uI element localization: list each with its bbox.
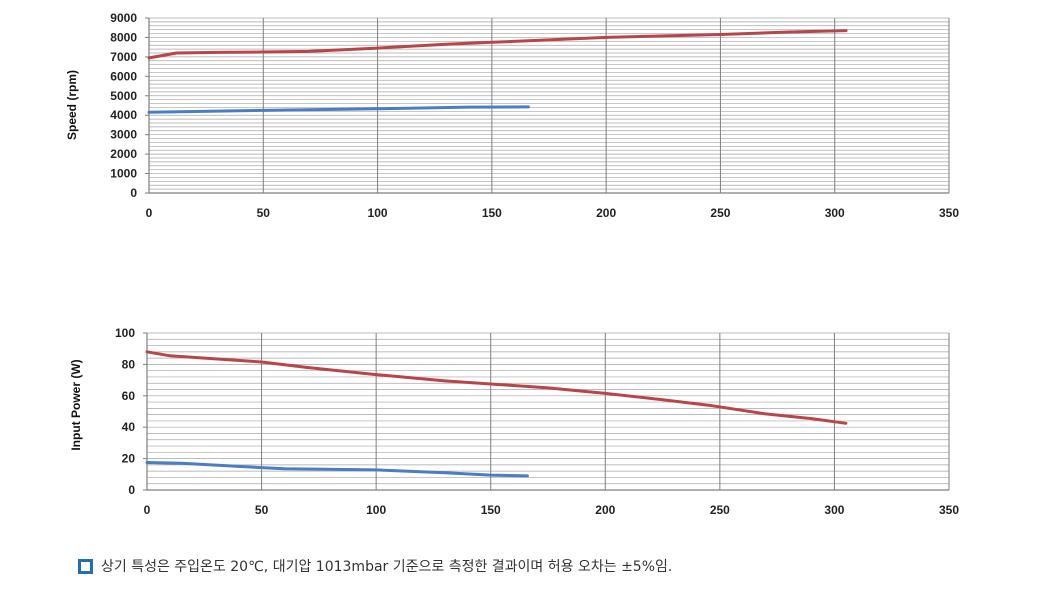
x-tick-label: 100: [368, 206, 388, 220]
footnote-text: 상기 특성은 주입온도 20℃, 대기압 1013mbar 기준으로 측정한 결…: [101, 559, 673, 575]
x-tick-label: 250: [710, 206, 730, 220]
x-tick-label: 50: [255, 503, 269, 517]
plot-area: [147, 333, 949, 490]
y-tick-label: 0: [128, 483, 135, 497]
x-tick-label: 0: [146, 206, 153, 220]
charts-canvas: 0 50 100 150 200 250 300 3500100020003000400050…: [65, 11, 959, 517]
series-line-red: [147, 29, 848, 60]
y-tick-label: 7000: [110, 50, 137, 64]
x-tick-label: 0: [144, 503, 151, 517]
x-tick-label: 100: [366, 503, 386, 517]
x-tick-label: 250: [710, 503, 730, 517]
chart-input-power: 0 50 100 150 200 250 300 350 0 20 40 60 80 100 Input P…: [69, 326, 959, 517]
x-tick-label: 150: [482, 206, 502, 220]
y-tick-label: 40: [122, 420, 136, 434]
series-line-blue: [147, 105, 530, 114]
y-axis-title: Input Power (W): [69, 359, 83, 450]
y-axis-title: Speed (rpm): [65, 70, 79, 140]
series-line-red: [145, 350, 848, 425]
y-tick-label: 20: [122, 452, 136, 466]
y-tick-label: 1000: [110, 167, 137, 181]
y-tick-label: 5000: [110, 89, 137, 103]
x-tick-label: 200: [595, 503, 615, 517]
y-tick-label: 8000: [110, 30, 137, 44]
y-tick-label: 100: [115, 326, 135, 340]
square-bullet-icon: [78, 558, 93, 574]
x-tick-label: 300: [825, 206, 845, 220]
x-tick-label: 350: [939, 206, 959, 220]
plot-area: [149, 18, 949, 193]
x-tick-label: 350: [939, 503, 959, 517]
x-tick-label: 200: [596, 206, 616, 220]
footnote: 상기 특성은 주입온도 20℃, 대기압 1013mbar 기준으로 측정한 결…: [78, 556, 672, 576]
y-tick-label: 60: [122, 389, 136, 403]
y-tick-label: 3000: [110, 128, 137, 142]
y-tick-label: 6000: [110, 69, 137, 83]
y-tick-label: 0: [130, 186, 137, 200]
x-tick-label: 300: [824, 503, 844, 517]
x-tick-label: 150: [481, 503, 501, 517]
y-tick-label: 4000: [110, 108, 137, 122]
y-tick-label: 9000: [110, 11, 137, 25]
series-line-blue: [145, 461, 529, 478]
y-tick-label: 2000: [110, 147, 137, 161]
chart-speed: 0 50 100 150 200 250 300 350 0 1000 2000 3000 4000 50…: [65, 11, 959, 220]
x-tick-label: 50: [257, 206, 271, 220]
y-tick-label: 80: [122, 357, 136, 371]
